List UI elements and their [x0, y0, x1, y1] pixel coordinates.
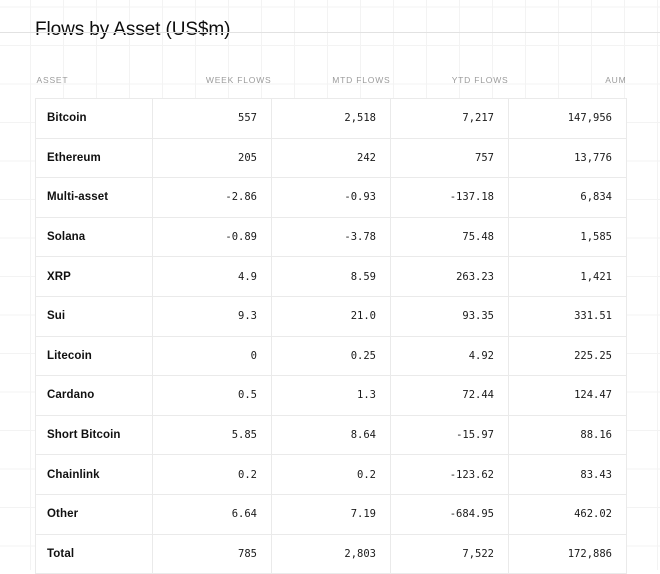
- week-flows-cell: 0.5: [152, 375, 272, 416]
- ytd-flows-cell: -123.62: [390, 454, 509, 495]
- week-flows-cell: 9.3: [152, 295, 272, 337]
- aum-cell: 88.16: [508, 414, 627, 456]
- asset-name-cell: Other: [35, 493, 153, 535]
- asset-name-cell: Ethereum: [35, 137, 153, 179]
- ytd-flows-cell: 93.35: [390, 295, 509, 337]
- table-row: Total 785 2,803 7,522 172,886: [35, 533, 627, 574]
- week-flows-cell: 5.85: [152, 414, 272, 456]
- mtd-flows-cell: 2,803: [271, 533, 391, 574]
- asset-name-cell: Solana: [35, 216, 153, 258]
- asset-name-cell: Sui: [35, 295, 153, 337]
- ytd-flows-cell: -15.97: [390, 414, 509, 456]
- week-flows-cell: 785: [152, 533, 272, 574]
- asset-name-cell: Total: [35, 533, 153, 574]
- column-header-mtd-flows: MTD FLOWS: [332, 75, 391, 85]
- ytd-flows-cell: 75.48: [390, 216, 509, 258]
- aum-cell: 13,776: [508, 137, 627, 179]
- ytd-flows-cell: 72.44: [390, 375, 509, 416]
- table-header-row: ASSET WEEK FLOWS MTD FLOWS YTD FLOWS AUM: [36, 33, 627, 99]
- ytd-flows-cell: 757: [390, 137, 509, 179]
- asset-name-cell: Multi-asset: [35, 177, 153, 218]
- week-flows-cell: 6.64: [152, 493, 272, 535]
- table-row: Chainlink 0.2 0.2 -123.62 83.43: [35, 454, 627, 495]
- column-header-asset: ASSET: [36, 75, 69, 85]
- aum-cell: 462.02: [508, 493, 627, 535]
- table-row: XRP 4.9 8.59 263.23 1,421: [35, 256, 627, 297]
- mtd-flows-cell: -0.93: [271, 177, 391, 218]
- asset-name-cell: Cardano: [35, 375, 153, 416]
- mtd-flows-cell: 7.19: [271, 493, 391, 535]
- table-body: Bitcoin 557 2,518 7,217 147,956 Ethereum 205 24…: [35, 98, 627, 574]
- table-row: Litecoin 0 0.25 4.92 225.25: [35, 335, 627, 377]
- aum-cell: 225.25: [508, 335, 627, 377]
- week-flows-cell: 4.9: [152, 256, 272, 297]
- week-flows-cell: -0.89: [152, 216, 272, 258]
- asset-name-cell: Chainlink: [35, 454, 153, 495]
- asset-name-cell: Short Bitcoin: [35, 414, 153, 456]
- page-title: Flows by Asset (US$m): [35, 18, 231, 40]
- column-header-aum: AUM: [605, 75, 627, 85]
- title-divider: [0, 32, 660, 33]
- week-flows-cell: -2.86: [152, 177, 272, 218]
- table-row: Multi-asset -2.86 -0.93 -137.18 6,834: [35, 177, 627, 218]
- mtd-flows-cell: 2,518: [271, 98, 391, 139]
- week-flows-cell: 0.2: [152, 454, 272, 495]
- asset-name-cell: Litecoin: [35, 335, 153, 377]
- mtd-flows-cell: 21.0: [271, 295, 391, 337]
- flows-by-asset-table: ASSET WEEK FLOWS MTD FLOWS YTD FLOWS AUM…: [35, 33, 627, 574]
- mtd-flows-cell: 8.64: [271, 414, 391, 456]
- table-row: Ethereum 205 242 757 13,776: [35, 137, 627, 179]
- column-header-ytd-flows: YTD FLOWS: [451, 75, 509, 85]
- table-row: Bitcoin 557 2,518 7,217 147,956: [35, 98, 627, 139]
- aum-cell: 172,886: [508, 533, 627, 574]
- ytd-flows-cell: 7,217: [390, 98, 509, 139]
- table-row: Solana -0.89 -3.78 75.48 1,585: [35, 216, 627, 258]
- week-flows-cell: 0: [152, 335, 272, 377]
- ytd-flows-cell: 4.92: [390, 335, 509, 377]
- mtd-flows-cell: 0.25: [271, 335, 391, 377]
- aum-cell: 1,421: [508, 256, 627, 297]
- mtd-flows-cell: 8.59: [271, 256, 391, 297]
- week-flows-cell: 205: [152, 137, 272, 179]
- ytd-flows-cell: -137.18: [390, 177, 509, 218]
- aum-cell: 124.47: [508, 375, 627, 416]
- table-row: Short Bitcoin 5.85 8.64 -15.97 88.16: [35, 414, 627, 456]
- week-flows-cell: 557: [152, 98, 272, 139]
- aum-cell: 147,956: [508, 98, 627, 139]
- column-header-week-flows: WEEK FLOWS: [205, 75, 272, 85]
- ytd-flows-cell: 7,522: [390, 533, 509, 574]
- mtd-flows-cell: 242: [271, 137, 391, 179]
- table-row: Cardano 0.5 1.3 72.44 124.47: [35, 375, 627, 416]
- mtd-flows-cell: 0.2: [271, 454, 391, 495]
- aum-cell: 6,834: [508, 177, 627, 218]
- table-row: Other 6.64 7.19 -684.95 462.02: [35, 493, 627, 535]
- ytd-flows-cell: -684.95: [390, 493, 509, 535]
- asset-name-cell: Bitcoin: [35, 98, 153, 139]
- aum-cell: 83.43: [508, 454, 627, 495]
- mtd-flows-cell: 1.3: [271, 375, 391, 416]
- mtd-flows-cell: -3.78: [271, 216, 391, 258]
- table-row: Sui 9.3 21.0 93.35 331.51: [35, 295, 627, 337]
- aum-cell: 331.51: [508, 295, 627, 337]
- ytd-flows-cell: 263.23: [390, 256, 509, 297]
- asset-name-cell: XRP: [35, 256, 153, 297]
- aum-cell: 1,585: [508, 216, 627, 258]
